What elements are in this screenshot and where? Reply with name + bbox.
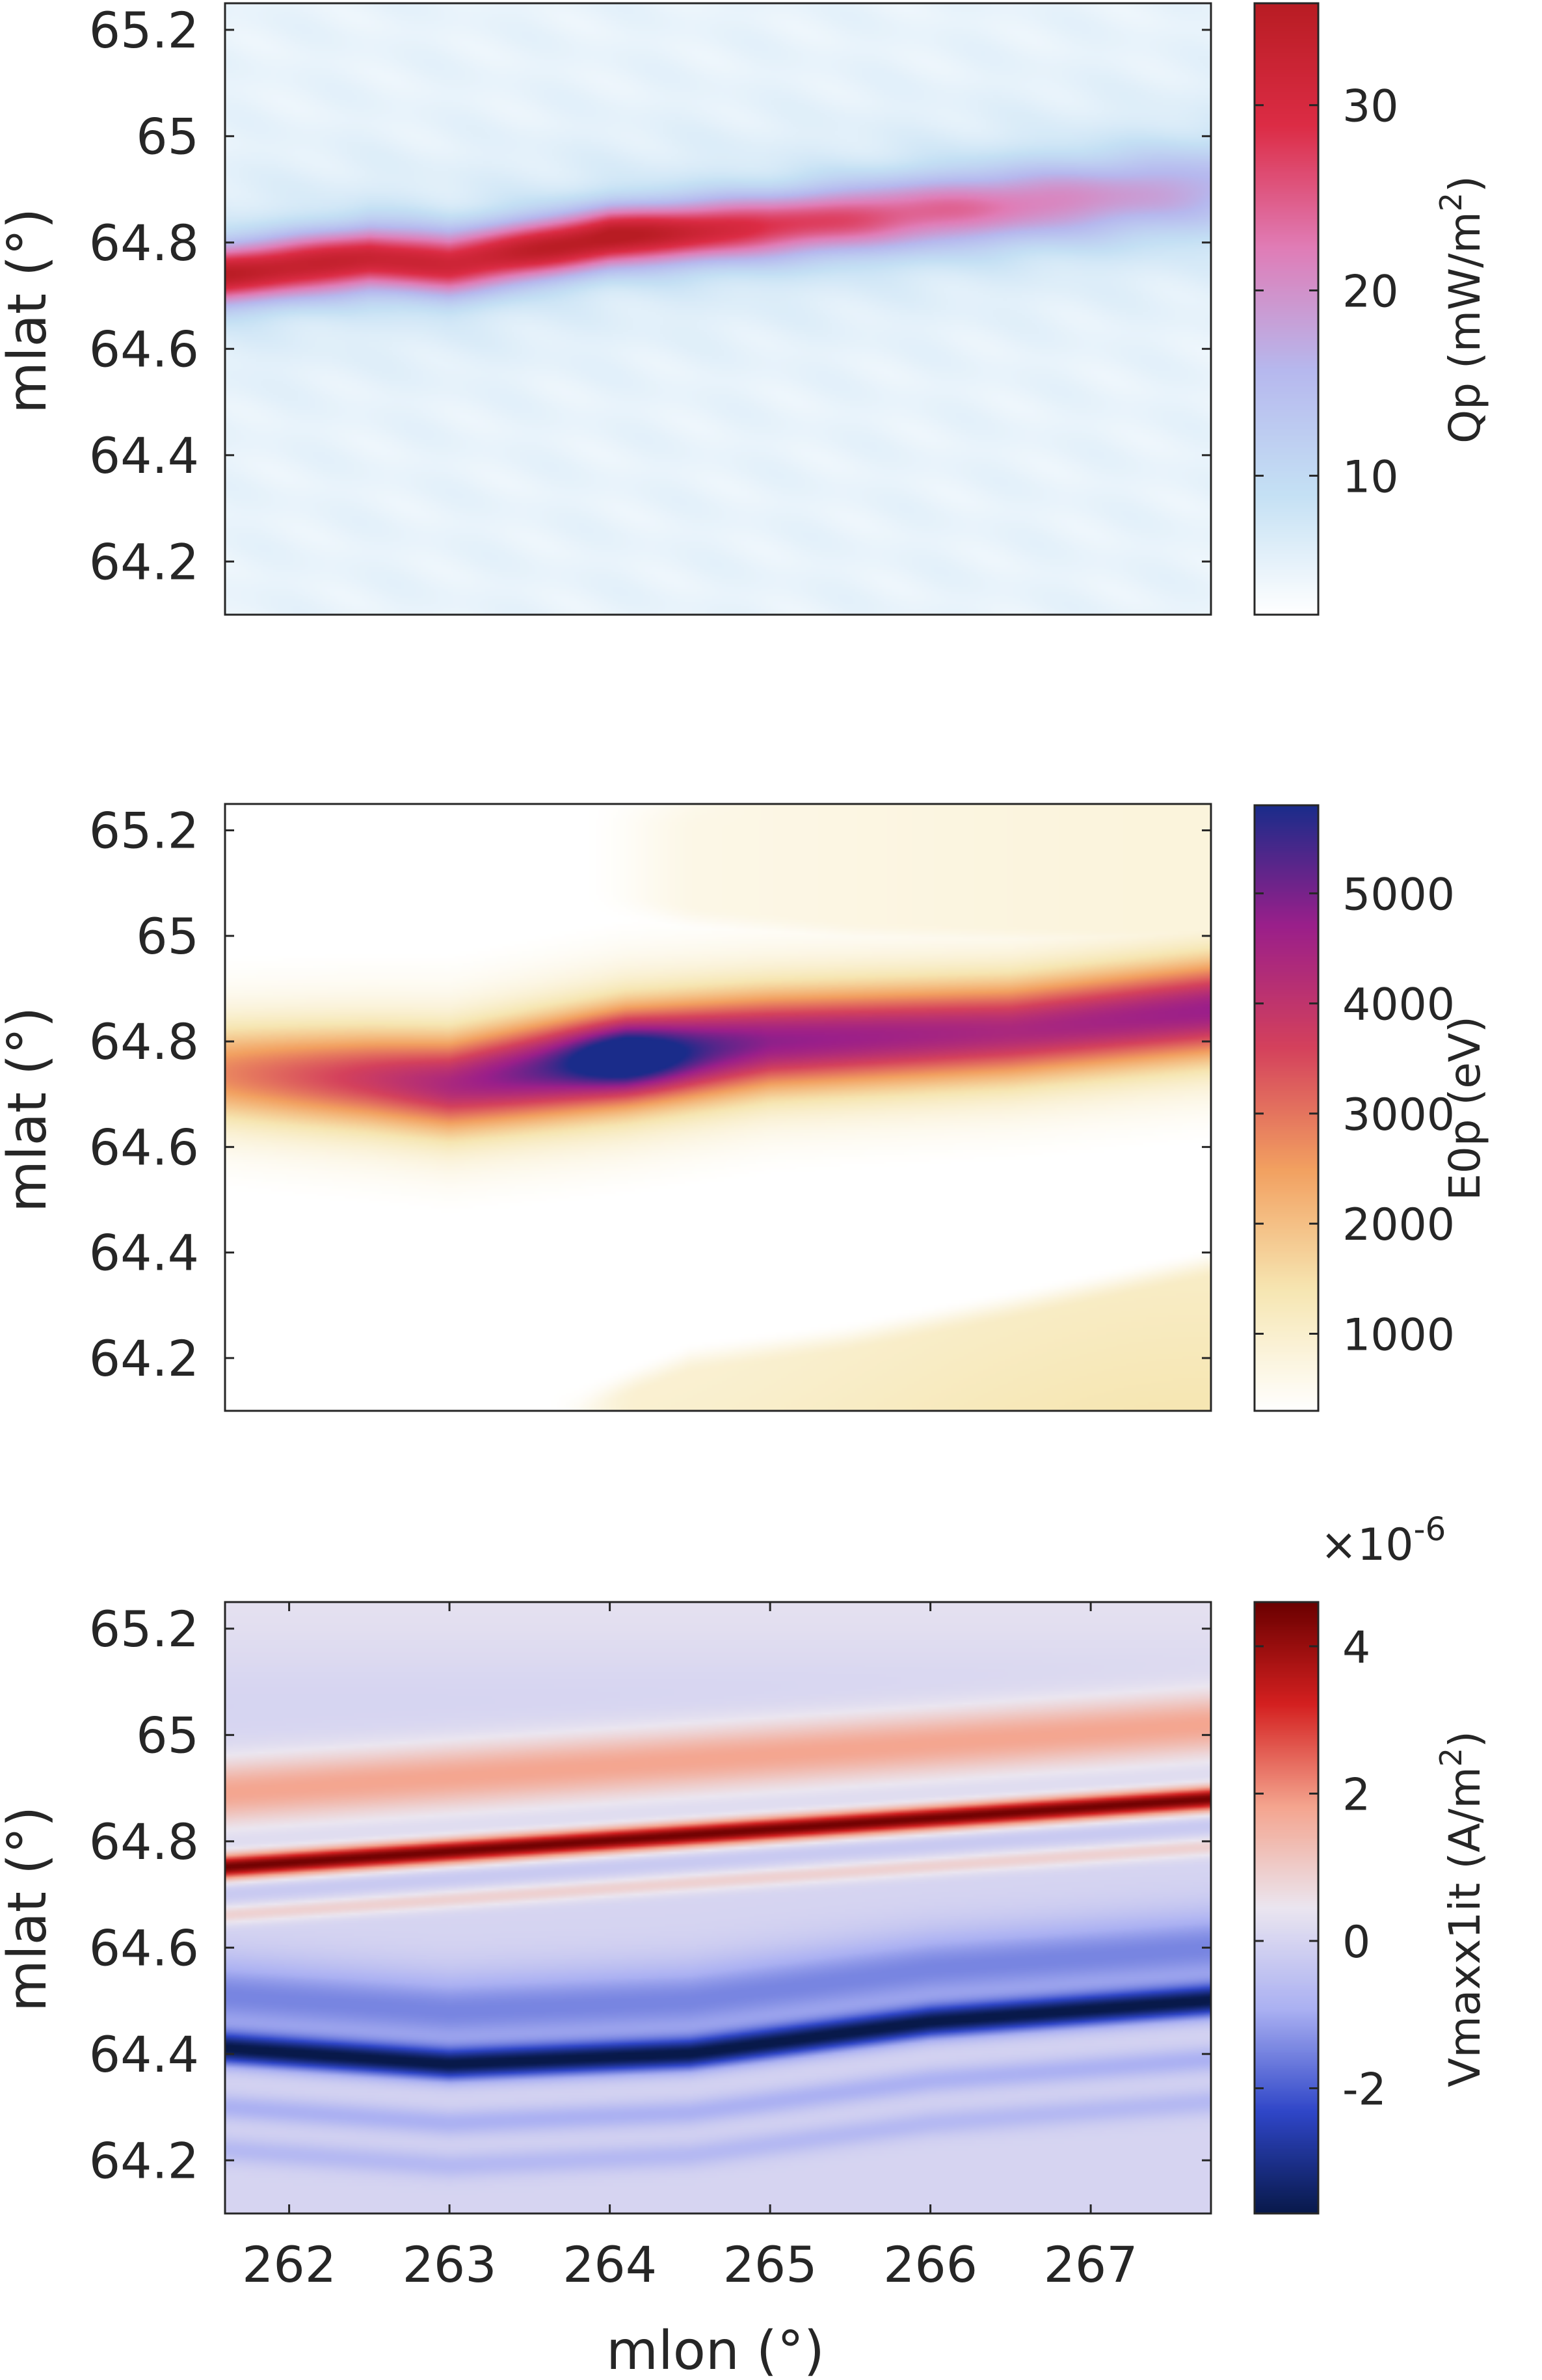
colorbar-tick-label: 4 (1342, 1622, 1370, 1674)
ytick-label: 64.6 (89, 1919, 199, 1977)
colorbar-tick-label: 3000 (1342, 1090, 1455, 1141)
ytick-label: 65 (136, 107, 199, 165)
vmax-colorbar-ticks: -2 0 2 4 (1255, 1622, 1387, 2115)
ytick-label: 65.2 (89, 1600, 199, 1658)
ytick-label: 64.8 (89, 214, 199, 272)
vmax-ylabel: mlat (°) (0, 1806, 59, 2012)
e0p-plot-frame (224, 803, 1212, 1412)
colorbar-tick-label: 1000 (1342, 1310, 1455, 1361)
qp-colorbar-area (1255, 3, 1318, 615)
vmax-colorbar-label: Vmaxx1it (A/m2) (1433, 1731, 1490, 2087)
vmax-yticks: 64.2 64.4 64.6 64.8 65 65.2 (89, 1600, 1211, 2189)
ytick-label: 64.8 (89, 1813, 199, 1871)
e0p-colorbar-ticks: 1000 2000 3000 4000 5000 (1255, 869, 1455, 1361)
qp-colorbar-frame (1253, 2, 1320, 616)
vmax-colorbar (1255, 1602, 1318, 2213)
ytick-label: 64.4 (89, 427, 199, 485)
qp-colorbar-label: Qp (mW/m2) (1433, 176, 1490, 444)
xtick-label: 267 (1044, 2236, 1138, 2293)
e0p-colorbar-area (1255, 805, 1318, 1411)
qp-plot-frame (224, 2, 1212, 616)
ytick-label: 64.2 (89, 533, 199, 591)
qp-colorbar-ticks: 10 20 30 (1255, 81, 1399, 503)
e0p-ylabel: mlat (°) (0, 1007, 59, 1212)
vmax-xticks: 262 263 264 265 266 267 (242, 1602, 1138, 2293)
colorbar-tick-label: 4000 (1342, 980, 1455, 1031)
qp-heatmap (225, 3, 1211, 615)
qp-heatmap-area (225, 3, 1211, 615)
e0p-heatmap (225, 804, 1211, 1411)
ytick-label: 65 (136, 1706, 199, 1764)
ytick-label: 64.4 (89, 2026, 199, 2083)
ytick-label: 64.4 (89, 1224, 199, 1282)
qp-yticks: 64.2 64.4 64.6 64.8 65 65.2 (89, 1, 1211, 591)
colorbar-tick-label: 10 (1342, 451, 1399, 503)
e0p-colorbar-label: E0p (eV) (1440, 1016, 1490, 1201)
xtick-label: 266 (883, 2236, 977, 2293)
vmax-heatmap (225, 1602, 1211, 2213)
e0p-colorbar-frame (1253, 804, 1320, 1412)
colorbar-tick-label: 20 (1342, 267, 1399, 318)
vmax-plot-frame (224, 1601, 1212, 2215)
e0p-yticks: 64.2 64.4 64.6 64.8 65 65.2 (89, 802, 1211, 1387)
xtick-label: 264 (563, 2236, 657, 2293)
vmax-heatmap-area (225, 1602, 1211, 2213)
colorbar-tick-label: -2 (1342, 2064, 1387, 2115)
ytick-label: 65.2 (89, 1, 199, 59)
vmax-colorbar-area (1255, 1602, 1318, 2213)
colorbar-tick-label: 30 (1342, 81, 1399, 133)
qp-ylabel: mlat (°) (0, 208, 59, 414)
qp-colorbar (1255, 3, 1318, 615)
ytick-label: 64.6 (89, 1118, 199, 1176)
vmax-colorbar-frame (1253, 1601, 1320, 2215)
vmax-xlabel: mlon (°) (606, 2320, 825, 2380)
colorbar-tick-label: 2 (1342, 1769, 1370, 1821)
colorbar-tick-label: 0 (1342, 1917, 1370, 1968)
xtick-label: 265 (723, 2236, 818, 2293)
ytick-label: 64.2 (89, 2132, 199, 2189)
xtick-label: 263 (403, 2236, 497, 2293)
ytick-label: 64.6 (89, 320, 199, 378)
e0p-heatmap-area (225, 804, 1211, 1411)
panel-e0p: 64.2 64.4 64.6 64.8 65 65.2 mlat (°) 1000 2000… (0, 802, 1490, 1412)
ytick-label: 65.2 (89, 802, 199, 860)
panel-qp: 64.2 64.4 64.6 64.8 65 65.2 mlat (°) 10 20 30 Q… (0, 1, 1490, 616)
e0p-colorbar (1255, 805, 1318, 1411)
colorbar-tick-label: 2000 (1342, 1199, 1455, 1251)
colorbar-tick-label: 5000 (1342, 869, 1455, 920)
vmax-colorbar-multiplier: ×10-6 (1320, 1510, 1446, 1571)
ytick-label: 64.8 (89, 1013, 199, 1071)
ytick-label: 65 (136, 907, 199, 965)
ytick-label: 64.2 (89, 1330, 199, 1387)
xtick-label: 262 (242, 2236, 336, 2293)
